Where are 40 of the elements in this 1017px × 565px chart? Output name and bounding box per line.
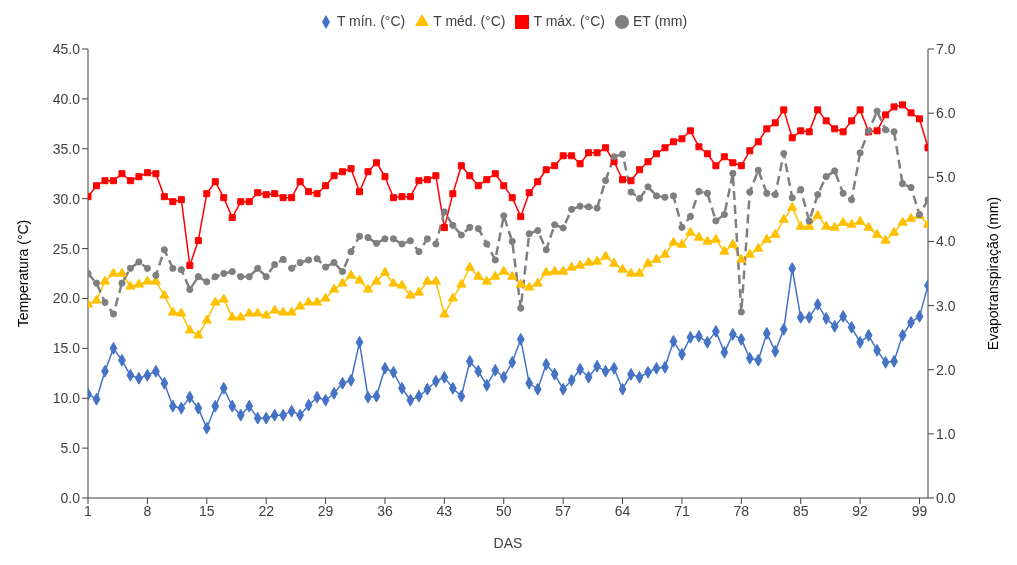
- y-tick-label: 0.0: [60, 489, 81, 506]
- y-tick-label: 40.0: [52, 90, 81, 107]
- y-tick-label: 35.0: [52, 140, 81, 157]
- y2-axis-title: Evapotranspiração (mm): [984, 196, 1001, 351]
- x-tick-label: 43: [436, 502, 453, 519]
- y-tick-label: 5.0: [60, 440, 81, 457]
- x-tick-label: 29: [317, 502, 334, 519]
- x-tick-label: 71: [674, 502, 690, 519]
- x-tick-label: 8: [143, 502, 152, 519]
- y-tick-label: 20.0: [52, 290, 81, 307]
- y-tick-label: 15.0: [52, 340, 81, 357]
- x-tick-label: 85: [792, 502, 809, 519]
- y2-tick-label: 5.0: [936, 169, 956, 186]
- x-tick-label: 78: [733, 502, 750, 519]
- y2-tick-label: 3.0: [936, 297, 956, 314]
- x-tick-label: 92: [852, 502, 869, 519]
- x-tick-label: 22: [258, 502, 275, 519]
- y-tick-label: 25.0: [52, 240, 81, 257]
- y2-tick-label: 0.0: [936, 489, 956, 506]
- y2-tick-label: 7.0: [936, 40, 956, 57]
- y-tick-label: 10.0: [52, 390, 81, 407]
- legend-label: T méd. (°C): [433, 13, 506, 29]
- y2-tick-label: 2.0: [936, 361, 956, 378]
- x-tick-label: 50: [495, 502, 512, 519]
- legend-label: ET (mm): [632, 13, 688, 29]
- x-tick-label: 64: [614, 502, 631, 519]
- legend-label: T mín. (°C): [336, 13, 406, 29]
- legend-label: T máx. (°C): [533, 13, 605, 29]
- y2-tick-label: 6.0: [936, 105, 956, 122]
- y-axis-title: Temperatura (°C): [14, 219, 31, 328]
- x-tick-label: 57: [555, 502, 572, 519]
- y2-tick-label: 1.0: [936, 425, 956, 442]
- y-tick-label: 30.0: [52, 190, 81, 207]
- x-tick-label: 99: [911, 502, 928, 519]
- x-tick-label: 15: [199, 502, 215, 519]
- y2-tick-label: 4.0: [936, 233, 956, 250]
- y-tick-label: 45.0: [52, 40, 81, 57]
- x-tick-label: 36: [377, 502, 393, 519]
- x-axis-title: DAS: [493, 535, 523, 551]
- x-tick-label: 1: [84, 502, 93, 519]
